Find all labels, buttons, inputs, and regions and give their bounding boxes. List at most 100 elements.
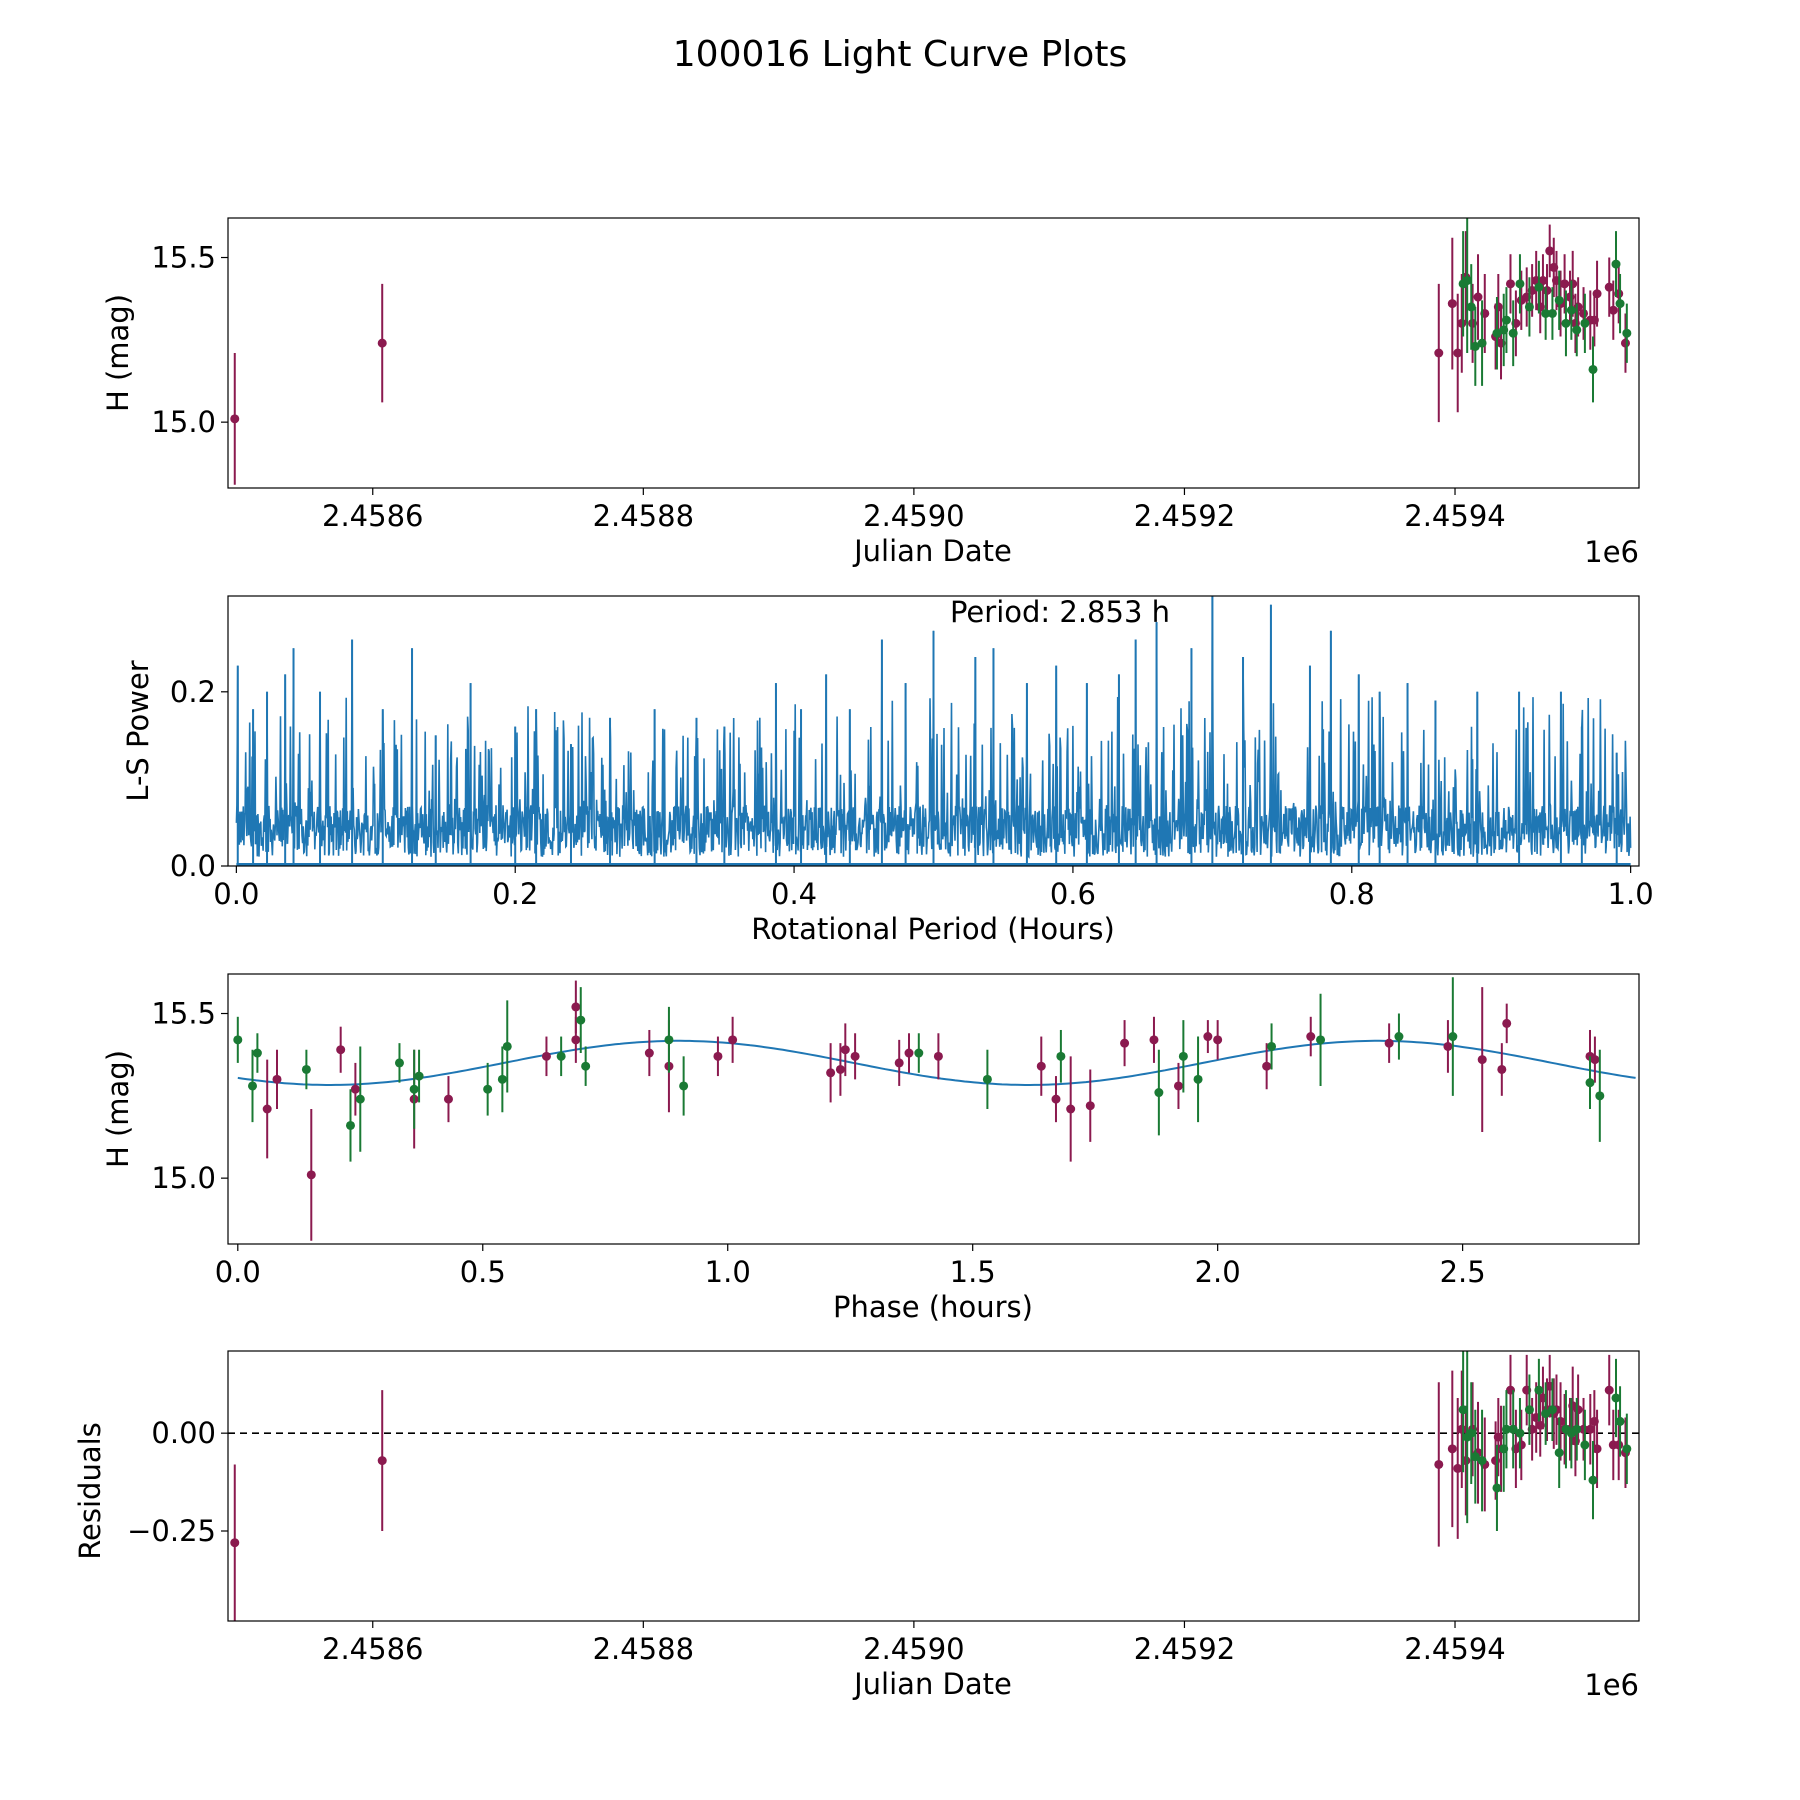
residuals-data-point — [1447, 1444, 1457, 1454]
residuals-data-point — [1556, 1416, 1566, 1426]
lightcurve-data-point — [1492, 328, 1502, 338]
phased-data-point — [1502, 1018, 1512, 1028]
periodogram-ylabel: L-S Power — [121, 660, 155, 801]
lightcurve-xtick-label: 2.4592 — [1134, 499, 1235, 533]
phased-data-point — [233, 1035, 243, 1045]
residuals-xtick-label: 2.4594 — [1404, 1632, 1505, 1666]
residuals-data-point — [1573, 1405, 1583, 1415]
lightcurve-data-point — [1611, 259, 1621, 269]
periodogram-panel: 0.0 0.2 0.4 0.6 0.8 1.0 0.0 0.2 Period: 2.853 h… — [121, 595, 1654, 946]
phased-data-point — [1173, 1081, 1183, 1091]
residuals-data-point — [1615, 1416, 1625, 1426]
phased-data-point — [272, 1074, 282, 1084]
phased-data-point — [728, 1035, 738, 1045]
phased-data-point — [1590, 1055, 1600, 1065]
phased-data-point — [1193, 1074, 1203, 1084]
residuals-panel: 2.4586 2.4588 2.4590 2.4592 2.45940.00−0.25 … — [73, 1350, 1640, 1702]
phased-xtick-label: 0.5 — [460, 1255, 506, 1289]
residuals-data-point — [1614, 1440, 1624, 1450]
lightcurve-data-point — [1470, 341, 1480, 351]
phased-data-point — [483, 1084, 493, 1094]
lightcurve-data-point — [1589, 315, 1599, 325]
lightcurve-data-point — [1549, 262, 1559, 272]
phased-data-point — [571, 1035, 581, 1045]
residuals-data-point — [1604, 1385, 1614, 1395]
phased-data-point — [1497, 1064, 1507, 1074]
periodogram-plot-area — [235, 596, 1632, 866]
phased-data-point — [1316, 1035, 1326, 1045]
phased-ylabel: H (mag) — [101, 1050, 135, 1168]
periodogram-ytick-label: 0.0 — [170, 849, 216, 883]
phased-data-point — [840, 1045, 850, 1055]
residuals-marks — [228, 1351, 1639, 1621]
residuals-data-point — [230, 1538, 240, 1548]
periodogram-title: Period: 2.853 h — [950, 595, 1170, 629]
lightcurve-x-offset: 1e6 — [1584, 535, 1639, 569]
phased-data-point — [497, 1074, 507, 1084]
phased-frame — [227, 973, 1640, 1245]
lightcurve-data-point — [1620, 338, 1630, 348]
phased-data-point — [679, 1081, 689, 1091]
lightcurve-data-point — [1622, 328, 1632, 338]
lightcurve-data-point — [1534, 282, 1544, 292]
residuals-data-point — [1457, 1424, 1467, 1434]
lightcurve-data-point — [1561, 318, 1571, 328]
lightcurve-data-point — [1554, 295, 1564, 305]
lightcurve-ylabel: H (mag) — [101, 294, 135, 412]
lightcurve-data-point — [1579, 308, 1589, 318]
phased-data-point — [336, 1045, 346, 1055]
phased-data-point — [1448, 1032, 1458, 1042]
phased-data-point — [1036, 1061, 1046, 1071]
lightcurve-data-point — [1466, 302, 1476, 312]
phased-data-point — [1149, 1035, 1159, 1045]
lightcurve-data-point — [1588, 364, 1598, 374]
lightcurve-data-point — [1457, 318, 1467, 328]
phased-data-point — [1120, 1038, 1130, 1048]
phased-data-point — [914, 1048, 924, 1058]
phased-data-point — [350, 1084, 360, 1094]
lightcurve-ticks: 2.4586 2.4588 2.4590 2.4592 2.4594 15.0 15.5 — [151, 241, 1505, 533]
figure-title: 100016 Light Curve Plots — [673, 34, 1127, 75]
lightcurve-data-point — [1538, 276, 1548, 286]
periodogram-xlabel: Rotational Period (Hours) — [751, 912, 1115, 946]
phased-data-point — [541, 1051, 551, 1061]
phased-ytick-label: 15.0 — [151, 1161, 216, 1195]
phased-data-point — [414, 1071, 424, 1081]
phased-data-point — [576, 1015, 586, 1025]
residuals-ylabel: Residuals — [73, 1422, 107, 1560]
residuals-data-point — [1453, 1463, 1463, 1473]
lightcurve-data-point — [1447, 299, 1457, 309]
periodogram-ticks: 0.0 0.2 0.4 0.6 0.8 1.0 0.0 0.2 — [170, 675, 1654, 911]
phased-data-point — [556, 1051, 566, 1061]
phased-ticks: 0.0 0.5 1.0 1.5 2.0 2.5 15.0 15.5 — [151, 997, 1485, 1289]
residuals-xtick-label: 2.4586 — [322, 1632, 423, 1666]
phased-data-point — [933, 1051, 943, 1061]
residuals-data-point — [1470, 1452, 1480, 1462]
periodogram-xtick-label: 0.0 — [213, 877, 259, 911]
lightcurve-marks — [230, 218, 1632, 485]
residuals-data-point — [1588, 1475, 1598, 1485]
lightcurve-data-point — [1515, 279, 1525, 289]
phased-plot-area — [233, 977, 1636, 1241]
phased-data-point — [345, 1120, 355, 1130]
lightcurve-data-point — [1505, 279, 1515, 289]
phased-model-curve — [237, 1039, 1636, 1086]
phased-data-point — [1056, 1051, 1066, 1061]
residuals-data-point — [377, 1456, 387, 1466]
residuals-data-point — [1541, 1409, 1551, 1419]
lightcurve-data-point — [1604, 282, 1614, 292]
lightcurve-data-point — [1434, 348, 1444, 358]
lightcurve-data-point — [1547, 308, 1557, 318]
residuals-data-point — [1592, 1444, 1602, 1454]
phased-data-point — [894, 1058, 904, 1068]
phased-data-point — [571, 1002, 581, 1012]
residuals-data-point — [1524, 1405, 1534, 1415]
lightcurve-data-point — [1524, 302, 1534, 312]
phased-ytick-label: 15.5 — [151, 997, 216, 1031]
phased-xtick-label: 2.0 — [1195, 1255, 1241, 1289]
residuals-x-offset: 1e6 — [1584, 1668, 1639, 1702]
lightcurve-data-point — [377, 338, 387, 348]
phased-data-point — [1066, 1104, 1076, 1114]
residuals-data-point — [1572, 1424, 1582, 1434]
